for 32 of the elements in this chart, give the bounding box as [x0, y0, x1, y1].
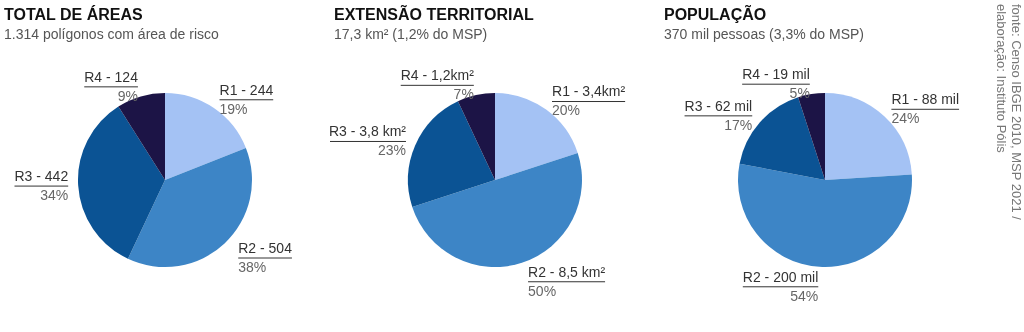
- slice-label: R3 - 3,8 km²: [328, 123, 407, 140]
- slice-label: R4 - 1,2km²: [400, 67, 475, 84]
- data-label: 24%: [891, 110, 920, 127]
- data-label: 50%: [528, 282, 557, 299]
- chart-subtitle: 17,3 km² (1,2% do MSP): [334, 26, 489, 42]
- data-label: 34%: [40, 186, 69, 203]
- chart-subtitle: 1.314 polígonos com área de risco: [4, 26, 220, 42]
- data-label: 38%: [238, 258, 267, 275]
- chart-subtitle: 370 mil pessoas (3,3% do MSP): [664, 26, 865, 42]
- slice-label: R2 - 8,5 km²: [528, 263, 606, 280]
- slice-label: R3 - 62 mil: [684, 97, 753, 114]
- slice-label: R3 - 442: [14, 167, 69, 184]
- data-label: 7%: [453, 86, 474, 103]
- slice-label: R4 - 19 mil: [742, 66, 810, 83]
- data-label: 54%: [790, 287, 819, 304]
- chart-title: EXTENSÃO TERRITORIAL: [334, 6, 535, 24]
- data-label: 9%: [117, 87, 138, 104]
- slice-label: R1 - 88 mil: [891, 91, 960, 108]
- data-label: 5%: [789, 85, 810, 102]
- data-label: 20%: [552, 102, 581, 119]
- slice-label: R2 - 200 mil: [742, 268, 819, 285]
- data-label: 23%: [377, 142, 406, 159]
- slice-label: R4 - 124: [84, 68, 139, 85]
- data-label: 19%: [219, 100, 248, 117]
- chart-title: POPULAÇÃO: [664, 6, 768, 24]
- text: elaboração: Instituto Pólis: [994, 4, 1009, 155]
- slice-label: R1 - 244: [219, 81, 274, 98]
- slice-label: R2 - 504: [238, 239, 293, 256]
- data-label: 17%: [724, 116, 753, 133]
- slice-label: R1 - 3,4km²: [552, 83, 626, 100]
- source-note: fonte: Censo IBGE 2010, MSP 2021 /: [1009, 4, 1024, 220]
- chart-title: TOTAL DE ÁREAS: [4, 6, 144, 24]
